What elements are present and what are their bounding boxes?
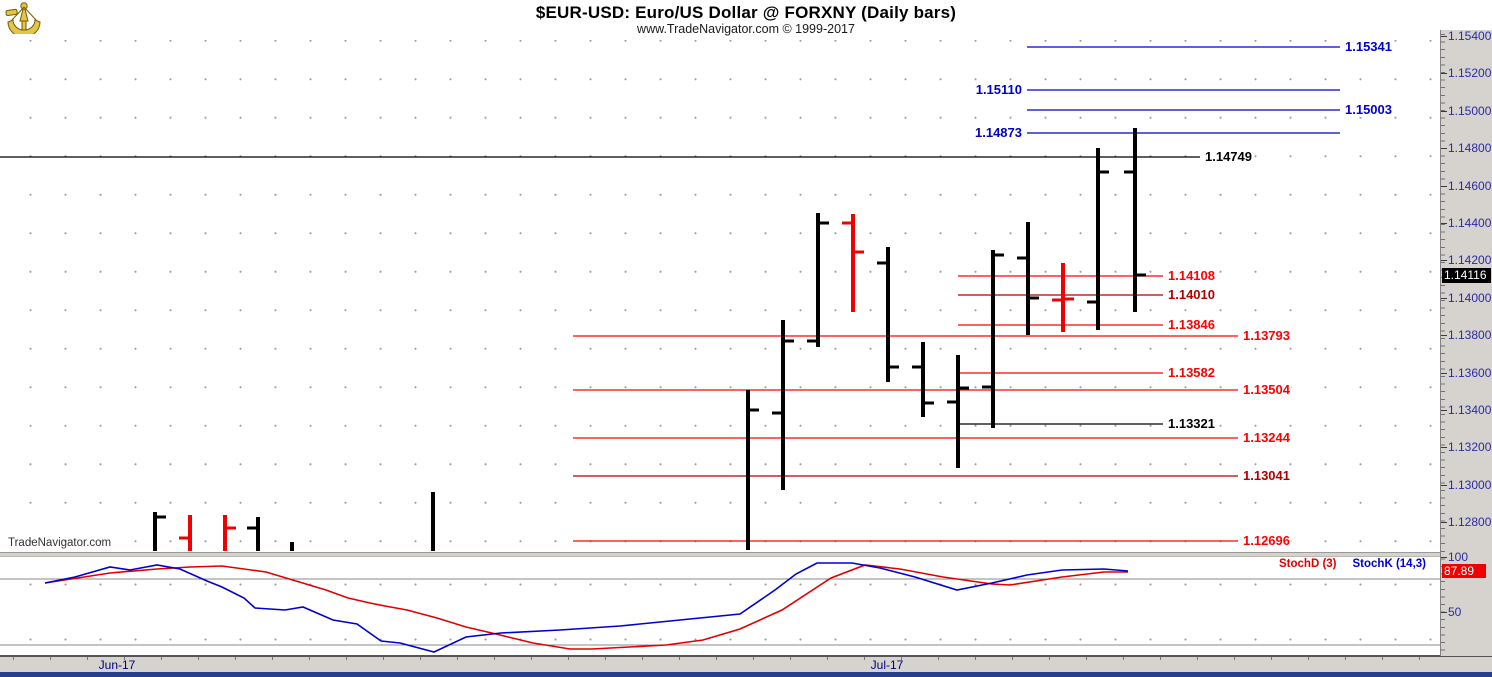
current-price-box: 1.14116 — [1442, 268, 1491, 283]
stoch-axis-label: 100 — [1448, 550, 1469, 564]
axis-tick — [1441, 335, 1447, 336]
price-level-label[interactable]: 1.15003 — [1344, 102, 1393, 117]
price-axis-label: 1.13400 — [1448, 403, 1492, 417]
panel-divider[interactable] — [0, 552, 1440, 557]
axis-tick — [1441, 373, 1447, 374]
axis-tick — [1441, 186, 1447, 187]
trade-navigator-logo-icon — [5, 2, 41, 34]
price-axis-label: 1.14600 — [1448, 179, 1492, 193]
price-level-label[interactable]: 1.13846 — [1167, 317, 1216, 332]
axis-tick — [1441, 410, 1447, 411]
price-level-label[interactable]: 1.14010 — [1167, 287, 1216, 302]
axis-tick — [1441, 223, 1447, 224]
price-level-label[interactable]: 1.13582 — [1167, 365, 1216, 380]
watermark: TradeNavigator.com — [8, 537, 112, 549]
price-axis-label: 1.14000 — [1448, 291, 1492, 305]
axis-tick — [1441, 298, 1447, 299]
price-level-label[interactable]: 1.15110 — [974, 82, 1023, 97]
price-level-label[interactable]: 1.15341 — [1344, 39, 1393, 54]
price-axis-label: 1.15200 — [1448, 66, 1492, 80]
date-axis-ticks — [13, 657, 1440, 660]
price-axis-label: 1.13000 — [1448, 478, 1492, 492]
price-level-label[interactable]: 1.12696 — [1242, 533, 1291, 548]
price-level-label[interactable]: 1.13504 — [1242, 382, 1291, 397]
price-axis-label: 1.13800 — [1448, 328, 1492, 342]
current-stoch-box: 87.89 — [1442, 564, 1486, 578]
axis-tick — [1441, 36, 1447, 37]
date-axis[interactable]: Jun-17 Jul-17 — [0, 656, 1492, 672]
legend-stochk-label[interactable]: StochK (14,3) — [1352, 558, 1427, 570]
price-level-label[interactable]: 1.13244 — [1242, 430, 1291, 445]
stochastic-panel[interactable]: StochD (3) StochK (14,3) — [0, 557, 1440, 656]
axis-tick — [1441, 522, 1447, 523]
price-level-label[interactable]: 1.14749 — [1204, 149, 1253, 164]
axis-tick — [1441, 485, 1447, 486]
price-axis-label: 1.14400 — [1448, 216, 1492, 230]
price-axis-label: 1.15400 — [1448, 29, 1492, 43]
price-axis-label: 1.15000 — [1448, 104, 1492, 118]
chart-subtitle: www.TradeNavigator.com © 1999-2017 — [637, 22, 855, 36]
chart-header: $EUR-USD: Euro/US Dollar @ FORXNY (Daily… — [0, 0, 1492, 40]
price-level-label[interactable]: 1.14873 — [974, 125, 1023, 140]
date-axis-label: Jun-17 — [98, 658, 136, 672]
axis-tick — [1441, 557, 1447, 558]
stoch-axis-label: 50 — [1448, 605, 1462, 619]
axis-tick — [1441, 73, 1447, 74]
price-axis-label: 1.13200 — [1448, 440, 1492, 454]
price-axis[interactable]: 1.15400 1.15200 1.15000 1.14800 1.14600 1.144… — [1440, 29, 1492, 660]
price-chart-panel[interactable]: TradeNavigator.com — [0, 40, 1440, 552]
price-level-label[interactable]: 1.13041 — [1242, 468, 1291, 483]
price-axis-label: 1.14800 — [1448, 141, 1492, 155]
axis-tick — [1441, 612, 1447, 613]
price-axis-label: 1.13600 — [1448, 366, 1492, 380]
axis-tick — [1441, 111, 1447, 112]
price-level-label[interactable]: 1.14108 — [1167, 268, 1216, 283]
price-axis-label: 1.12800 — [1448, 515, 1492, 529]
price-level-label[interactable]: 1.13321 — [1167, 416, 1216, 431]
date-axis-label: Jul-17 — [870, 658, 904, 672]
price-axis-label: 1.14200 — [1448, 253, 1492, 267]
price-level-label[interactable]: 1.13793 — [1242, 328, 1291, 343]
stochastic-legend: StochD (3) StochK (14,3) — [1279, 558, 1426, 570]
axis-tick — [1441, 148, 1447, 149]
price-axis-minor-ticks — [1441, 34, 1445, 660]
legend-stochd-label[interactable]: StochD (3) — [1279, 558, 1337, 570]
axis-tick — [1441, 447, 1447, 448]
chart-title: $EUR-USD: Euro/US Dollar @ FORXNY (Daily… — [535, 3, 957, 22]
axis-tick — [1441, 260, 1447, 261]
bottom-status-strip — [0, 672, 1492, 677]
